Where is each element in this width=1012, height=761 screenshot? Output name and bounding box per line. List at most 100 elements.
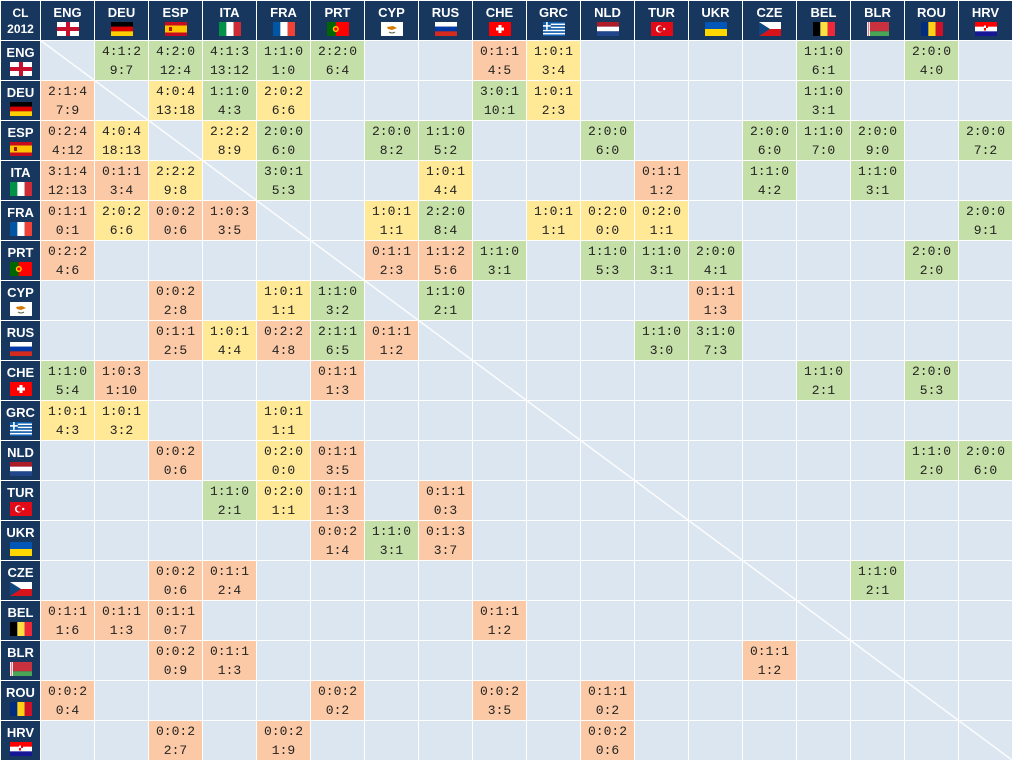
record-text: 0:1:1	[311, 482, 364, 501]
empty-cell	[851, 401, 905, 441]
record-text: 1:1:0	[797, 82, 850, 101]
empty-cell	[149, 481, 203, 521]
empty-cell	[473, 321, 527, 361]
column-header-deu: DEU	[95, 1, 149, 41]
belgium-flag-icon	[10, 622, 32, 636]
row-header-ukr: UKR	[1, 521, 41, 561]
belarus-flag-icon	[867, 22, 889, 36]
record-text: 2:0:0	[257, 122, 310, 141]
empty-cell	[743, 241, 797, 281]
empty-cell	[635, 41, 689, 81]
empty-cell	[689, 401, 743, 441]
goals-text: 6:6	[257, 101, 310, 120]
row-header-fra: FRA	[1, 201, 41, 241]
goals-text: 6:5	[311, 341, 364, 360]
empty-cell	[743, 561, 797, 601]
greece-flag-icon	[543, 22, 565, 36]
empty-cell	[95, 321, 149, 361]
record-text: 2:0:0	[851, 122, 904, 141]
empty-cell	[581, 641, 635, 681]
empty-cell	[41, 281, 95, 321]
empty-cell	[203, 281, 257, 321]
turkey-flag-icon	[10, 502, 32, 516]
empty-cell	[149, 241, 203, 281]
empty-cell	[41, 481, 95, 521]
goals-text: 2:1	[797, 381, 850, 400]
empty-cell	[149, 681, 203, 721]
record-text: 1:1:0	[635, 242, 688, 261]
empty-cell	[797, 161, 851, 201]
empty-cell	[473, 361, 527, 401]
croatia-flag-icon	[10, 742, 32, 756]
empty-cell	[797, 441, 851, 481]
empty-cell	[149, 361, 203, 401]
record-text: 0:1:1	[41, 202, 94, 221]
empty-cell	[959, 561, 1012, 601]
empty-cell	[203, 241, 257, 281]
goals-text: 3:1	[851, 181, 904, 200]
record-text: 2:0:0	[959, 442, 1012, 461]
empty-cell	[959, 161, 1012, 201]
record-text: 4:0:4	[95, 122, 148, 141]
empty-cell	[905, 481, 959, 521]
czech-flag-icon	[10, 582, 32, 596]
goals-text: 0:2	[311, 701, 364, 720]
goals-text: 0:7	[149, 621, 202, 640]
empty-cell	[635, 481, 689, 521]
empty-cell	[851, 201, 905, 241]
goals-text: 4:4	[203, 341, 256, 360]
empty-cell	[689, 81, 743, 121]
empty-cell	[473, 121, 527, 161]
record-text: 4:1:2	[95, 42, 148, 61]
empty-cell	[851, 441, 905, 481]
empty-cell	[203, 721, 257, 761]
empty-cell	[257, 561, 311, 601]
empty-cell	[581, 41, 635, 81]
empty-cell	[905, 521, 959, 561]
goals-text: 3:2	[95, 421, 148, 440]
goals-text: 2:0	[905, 461, 958, 480]
empty-cell	[311, 201, 365, 241]
empty-cell	[473, 161, 527, 201]
column-header-code: UKR	[689, 6, 742, 20]
empty-cell	[311, 401, 365, 441]
record-text: 0:1:1	[365, 322, 418, 341]
empty-cell	[311, 641, 365, 681]
goals-text: 4:8	[257, 341, 310, 360]
empty-cell	[689, 161, 743, 201]
empty-cell	[311, 561, 365, 601]
empty-cell	[797, 601, 851, 641]
column-header-code: CZE	[743, 6, 796, 20]
goals-text: 1:1	[257, 421, 310, 440]
record-text: 1:1:0	[797, 362, 850, 381]
goals-text: 13:12	[203, 61, 256, 80]
empty-cell	[851, 81, 905, 121]
goals-text: 1:9	[257, 741, 310, 760]
empty-cell	[905, 401, 959, 441]
record-text: 0:1:1	[95, 602, 148, 621]
goals-text: 7:9	[41, 101, 94, 120]
empty-cell	[41, 321, 95, 361]
row-header-bel: BEL	[1, 601, 41, 641]
empty-cell	[959, 81, 1012, 121]
empty-cell	[95, 241, 149, 281]
column-header-che: CHE	[473, 1, 527, 41]
empty-cell	[851, 601, 905, 641]
empty-cell	[797, 321, 851, 361]
empty-cell	[797, 681, 851, 721]
